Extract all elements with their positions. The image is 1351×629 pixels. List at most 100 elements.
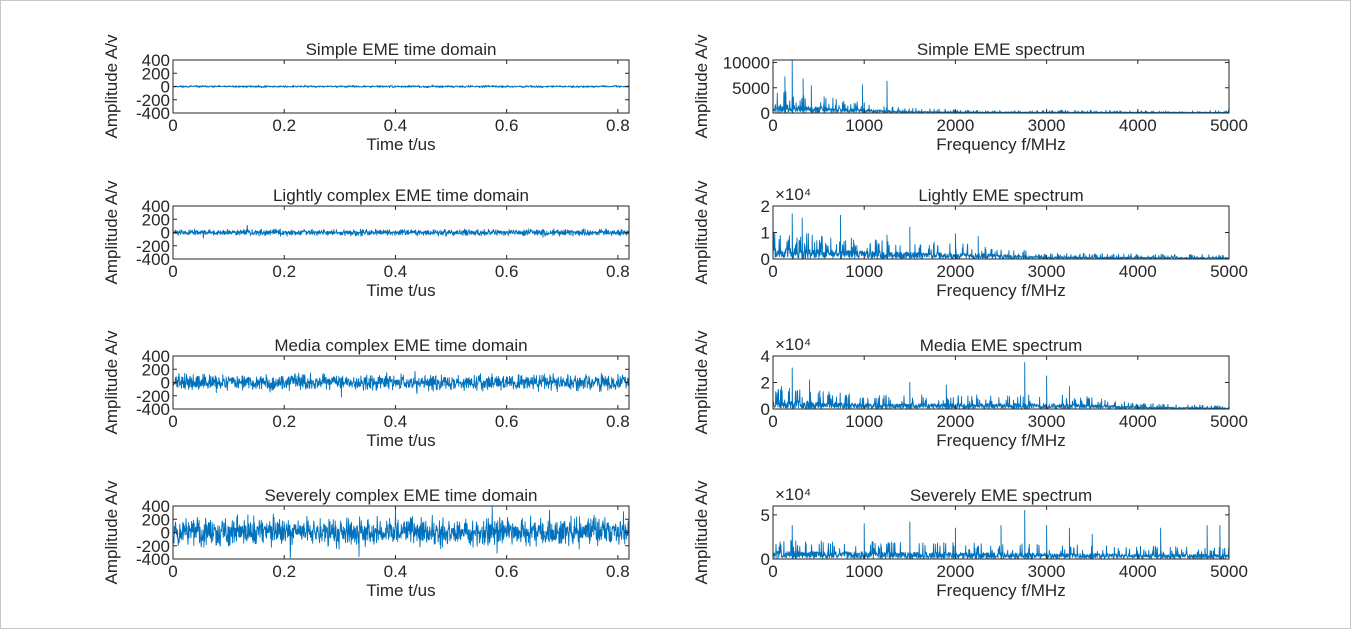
x-tick-label: 0.2: [272, 412, 296, 431]
subplot-4: 0 1000 2000 3000 4000 5000 0 1 2 Lightly EME spec…: [692, 180, 1248, 300]
y-tick-label: 400: [142, 197, 170, 216]
y-tick-label: 0: [161, 224, 170, 243]
x-tick-label: 0: [168, 562, 177, 581]
x-tick-label: 0.2: [272, 116, 296, 135]
y-tick-label: 200: [142, 360, 170, 379]
x-axis-label: Frequency f/MHz: [936, 281, 1065, 300]
subplot-title: Lightly EME spectrum: [918, 186, 1083, 205]
subplot-title: Media complex EME time domain: [274, 336, 527, 355]
x-tick-label: 2000: [936, 412, 974, 431]
x-tick-label: 0.6: [495, 262, 519, 281]
y-tick-label: 2: [761, 374, 770, 393]
y-tick-label: 1: [761, 224, 770, 243]
y-tick-label: 0: [161, 78, 170, 97]
subplot-title: Severely EME spectrum: [910, 486, 1092, 505]
y-tick-label: 0: [161, 524, 170, 543]
signal-trace: [172, 84, 630, 89]
subplot-title: Severely complex EME time domain: [264, 486, 537, 505]
signal-trace: [772, 509, 1230, 560]
y-tick-label: 4: [761, 347, 770, 366]
x-axis-label: Frequency f/MHz: [936, 135, 1065, 154]
subplot-title: Media EME spectrum: [920, 336, 1083, 355]
x-tick-label: 0.4: [384, 116, 408, 135]
y-tick-label: 200: [142, 510, 170, 529]
y-axis-label: Amplitude A/v: [692, 330, 711, 434]
plot-area: [772, 59, 1230, 114]
y-tick-label: -200: [136, 91, 170, 110]
x-tick-label: 4000: [1119, 412, 1157, 431]
x-tick-label: 4000: [1119, 562, 1157, 581]
x-tick-label: 0: [168, 116, 177, 135]
x-tick-label: 0: [768, 562, 777, 581]
x-tick-label: 4000: [1119, 116, 1157, 135]
x-tick-label: 0: [768, 262, 777, 281]
y-tick-label: 400: [142, 497, 170, 516]
x-tick-label: 0: [168, 412, 177, 431]
y-tick-label: -400: [136, 104, 170, 123]
x-tick-label: 3000: [1028, 412, 1066, 431]
plot-border: [772, 59, 1230, 114]
plot-area: [772, 355, 1230, 410]
x-tick-label: 2000: [936, 562, 974, 581]
x-tick-label: 3000: [1028, 562, 1066, 581]
x-tick-label: 1000: [845, 412, 883, 431]
y-tick-label: 5000: [732, 79, 770, 98]
signal-trace: [772, 362, 1230, 410]
x-tick-label: 0.8: [606, 262, 630, 281]
x-tick-label: 3000: [1028, 116, 1066, 135]
x-tick-label: 5000: [1210, 116, 1248, 135]
x-tick-label: 0: [168, 262, 177, 281]
y-exponent-label: ×10⁴: [775, 185, 811, 204]
x-axis-label: Time t/us: [366, 281, 435, 300]
y-axis-label: Amplitude A/v: [692, 180, 711, 284]
y-tick-label: 0: [161, 374, 170, 393]
x-tick-label: 0.8: [606, 116, 630, 135]
signal-trace: [172, 505, 630, 559]
y-tick-label: 400: [142, 51, 170, 70]
y-tick-label: 10000: [723, 54, 770, 73]
x-tick-label: 0.8: [606, 562, 630, 581]
signal-trace: [172, 224, 630, 239]
signal-trace: [772, 213, 1230, 260]
subplot-title: Lightly complex EME time domain: [273, 186, 529, 205]
y-tick-label: 2: [761, 197, 770, 216]
signal-trace: [772, 59, 1230, 114]
y-tick-label: 200: [142, 210, 170, 229]
y-tick-label: 200: [142, 64, 170, 83]
x-tick-label: 5000: [1210, 262, 1248, 281]
y-axis-label: Amplitude A/v: [102, 34, 121, 138]
x-tick-label: 3000: [1028, 262, 1066, 281]
x-axis-label: Frequency f/MHz: [936, 431, 1065, 450]
x-tick-label: 1000: [845, 562, 883, 581]
y-tick-label: 400: [142, 347, 170, 366]
x-tick-label: 0.6: [495, 562, 519, 581]
y-tick-label: 5: [761, 506, 770, 525]
subplot-title: Simple EME time domain: [306, 40, 497, 59]
y-tick-label: -200: [136, 387, 170, 406]
y-tick-label: -400: [136, 250, 170, 269]
y-tick-label: 0: [761, 400, 770, 419]
y-axis-label: Amplitude A/v: [102, 180, 121, 284]
subplot-2: 0 1000 2000 3000 4000 5000 0 5000 10000 Simple EM…: [692, 34, 1248, 154]
x-tick-label: 5000: [1210, 412, 1248, 431]
y-tick-label: -200: [136, 537, 170, 556]
y-axis-label: Amplitude A/v: [102, 330, 121, 434]
y-exponent-label: ×10⁴: [775, 485, 811, 504]
y-axis-label: Amplitude A/v: [692, 480, 711, 584]
x-tick-label: 0.2: [272, 262, 296, 281]
x-tick-label: 0.6: [495, 116, 519, 135]
y-tick-label: -400: [136, 400, 170, 419]
x-tick-label: 2000: [936, 116, 974, 135]
y-axis-label: Amplitude A/v: [692, 34, 711, 138]
x-axis-label: Time t/us: [366, 135, 435, 154]
signal-trace: [172, 370, 630, 398]
x-tick-label: 1000: [845, 116, 883, 135]
x-tick-label: 0: [768, 412, 777, 431]
y-tick-label: 0: [761, 250, 770, 269]
